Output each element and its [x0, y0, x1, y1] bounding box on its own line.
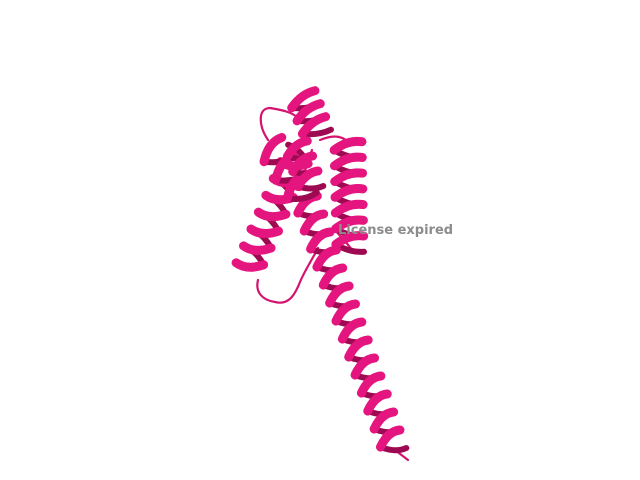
helix-front [376, 425, 405, 452]
helix-front [288, 151, 318, 177]
helix-front [337, 317, 367, 344]
helix-front [246, 224, 283, 238]
helix-front [329, 136, 367, 155]
loop [259, 106, 300, 142]
watermark: License expired [338, 223, 453, 238]
helix-front [356, 371, 386, 398]
helix-front [350, 353, 380, 380]
helix-front [330, 184, 368, 202]
helix-front [253, 207, 291, 222]
helices [231, 86, 410, 454]
helix-front [329, 152, 367, 171]
helix-front [259, 132, 287, 167]
loop [256, 246, 320, 304]
helix-front [299, 209, 329, 236]
helix-front [330, 199, 368, 218]
helix-front [297, 112, 331, 139]
helix-front [363, 389, 392, 416]
helix-front [344, 335, 373, 362]
helix-front [231, 258, 269, 272]
helix-front [318, 263, 348, 290]
helix-front [369, 407, 399, 434]
helix-front [287, 86, 320, 113]
helix-front [282, 136, 312, 162]
helix-front [239, 241, 276, 255]
helix-front [306, 227, 335, 254]
helix-front [331, 299, 360, 326]
helix-front [292, 99, 325, 126]
helix-front [331, 231, 369, 249]
helix-front [293, 166, 323, 192]
helix-front [331, 215, 368, 234]
helix-front [330, 168, 368, 187]
helix-front [312, 245, 341, 272]
helix-front [325, 281, 354, 308]
